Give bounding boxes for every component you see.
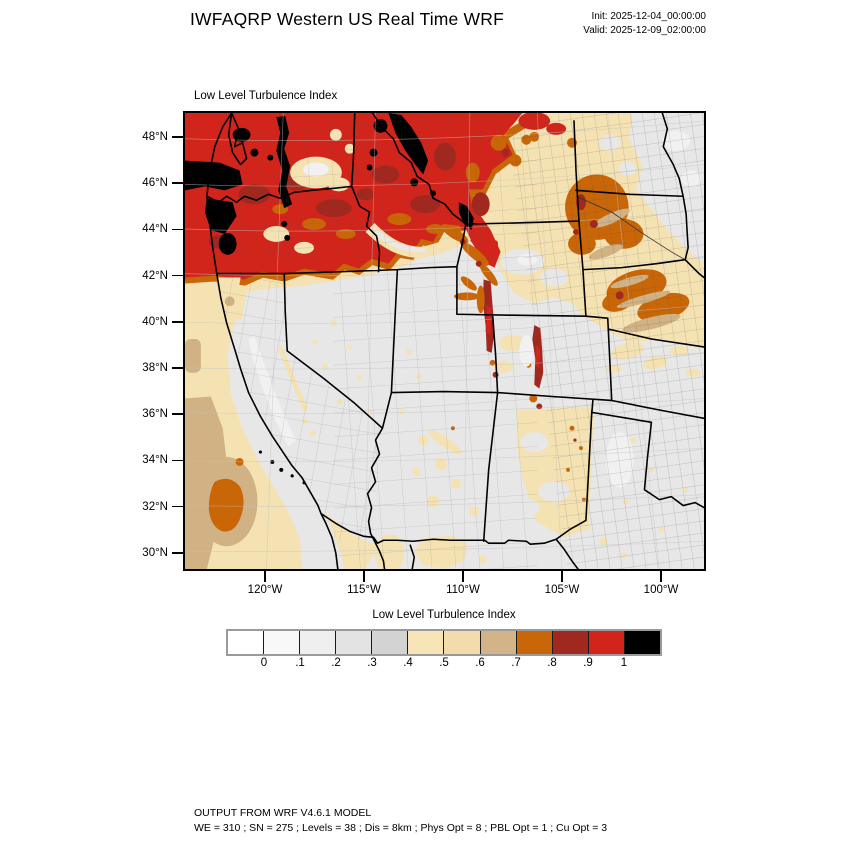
model-info-line2: WE = 310 ; SN = 275 ; Levels = 38 ; Dis … xyxy=(194,821,608,834)
colorbar xyxy=(226,629,662,656)
lat-tick xyxy=(172,552,183,554)
colorbar-cell xyxy=(228,631,264,654)
colorbar-cell xyxy=(587,631,624,654)
colorbar-tick-label: 0 xyxy=(260,657,268,669)
colorbar-cell xyxy=(299,631,336,654)
colorbar-tick-label: .1 xyxy=(295,657,305,669)
lat-tick-label: 40°N xyxy=(142,315,168,328)
lat-tick-label: 48°N xyxy=(142,131,168,143)
colorbar-tick-label: .9 xyxy=(583,657,593,669)
lat-tick xyxy=(172,413,183,415)
graticule xyxy=(185,113,704,569)
colorbar-tick-label: .4 xyxy=(403,657,413,669)
colorbar-cell xyxy=(335,631,372,654)
colorbar-cell xyxy=(479,631,516,654)
lon-tick xyxy=(561,571,563,582)
colorbar-tick-label: .3 xyxy=(367,657,377,669)
lat-tick-label: 46°N xyxy=(142,177,168,190)
colorbar-title: Low Level Turbulence Index xyxy=(372,609,516,621)
init-time: Init: 2025-12-04_00:00:00 xyxy=(591,11,706,22)
colorbar-cell xyxy=(551,631,588,654)
lon-tick xyxy=(660,571,662,582)
lon-tick-label: 100°W xyxy=(643,584,679,596)
lat-tick xyxy=(172,367,183,369)
state-borders xyxy=(206,113,704,569)
lat-tick xyxy=(172,274,183,277)
lon-tick-label: 115°W xyxy=(347,584,381,596)
lat-tick-label: 36°N xyxy=(142,408,168,421)
colorbar-cell xyxy=(515,631,552,654)
lat-tick xyxy=(172,182,183,184)
model-info-line1: OUTPUT FROM WRF V4.6.1 MODEL xyxy=(194,807,372,819)
lat-tick xyxy=(172,505,183,508)
run-times: Init: 2025-12-04_00:00:00 Valid: 2025-12… xyxy=(583,10,706,38)
lon-tick xyxy=(264,571,266,582)
colorbar-tick-label: .5 xyxy=(439,657,449,669)
lat-tick-label: 30°N xyxy=(142,546,168,559)
lon-tick-label: 105°W xyxy=(544,584,580,596)
colorbar-cell xyxy=(623,631,660,654)
colorbar-cell xyxy=(407,631,444,654)
lat-tick xyxy=(172,321,183,323)
lat-tick xyxy=(172,136,183,138)
colorbar-tick-label: 1 xyxy=(620,657,628,669)
model-info: OUTPUT FROM WRF V4.6.1 MODEL WE = 310 ; … xyxy=(194,806,607,835)
lat-tick-label: 38°N xyxy=(142,362,168,374)
lon-tick xyxy=(363,571,365,582)
colorbar-tick-label: .6 xyxy=(475,657,485,669)
lon-tick-label: 120°W xyxy=(247,584,283,596)
lat-tick xyxy=(172,459,183,462)
lat-tick-label: 42°N xyxy=(142,269,168,282)
lon-tick xyxy=(462,571,464,582)
colorbar-cell xyxy=(443,631,480,654)
colorbar-tick-label: .7 xyxy=(511,657,521,669)
lat-tick xyxy=(172,228,183,231)
page-title: IWFAQRP Western US Real Time WRF xyxy=(190,9,504,29)
colorbar-cell xyxy=(371,631,408,654)
colorbar-tick-label: .2 xyxy=(331,657,341,669)
lat-tick-label: 34°N xyxy=(142,454,168,467)
colorbar-cell xyxy=(263,631,300,654)
lat-tick-label: 32°N xyxy=(142,500,168,513)
lat-tick-label: 44°N xyxy=(142,223,168,236)
colorbar-tick-label: .8 xyxy=(547,657,557,669)
map-svg xyxy=(185,113,704,569)
map-subtitle: Low Level Turbulence Index xyxy=(194,90,338,102)
lon-tick-label: 110°W xyxy=(446,584,480,596)
valid-time: Valid: 2025-12-09_02:00:00 xyxy=(583,25,706,36)
map-canvas xyxy=(183,111,706,571)
